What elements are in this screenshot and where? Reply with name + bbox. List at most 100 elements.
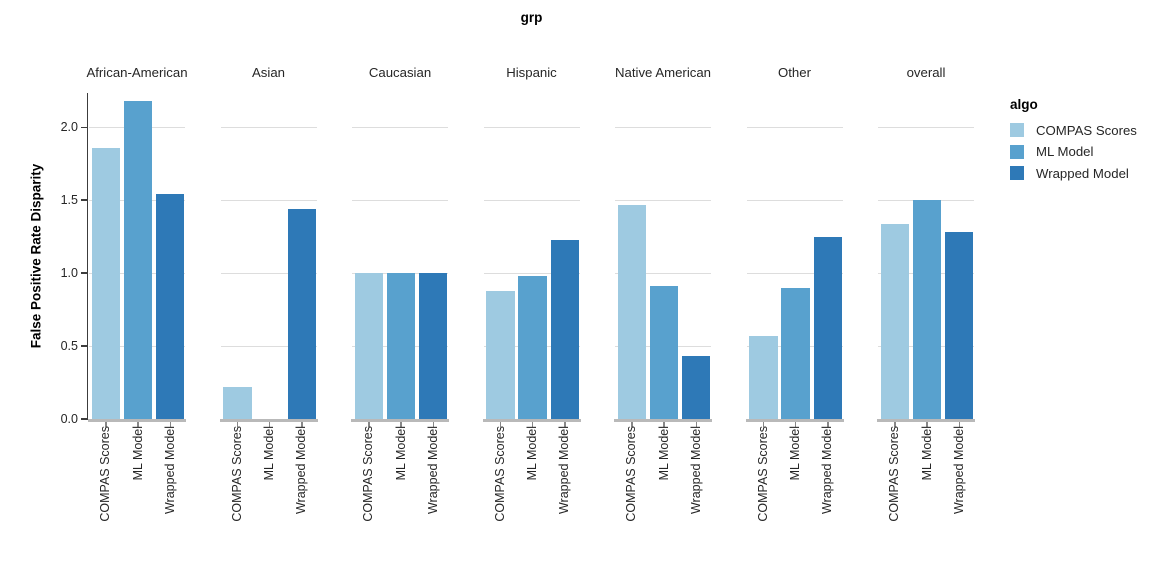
bar-compas-scores [354,273,384,419]
x-tick-label: ML Model [919,426,934,481]
facet-header: African-American [86,63,188,81]
x-tick-label: Wrapped Model [951,426,966,515]
x-tick-mark [663,421,665,427]
x-tick-mark [531,421,534,427]
legend-label: ML Model [1036,144,1094,159]
gridline [220,127,317,129]
y-tick-mark [81,126,87,129]
x-tick-label: Wrapped Model [294,426,309,515]
x-tick-mark [631,421,633,427]
gridline [483,273,580,275]
bar-ml-model [912,200,942,419]
x-tick-label: ML Model [262,426,277,481]
x-tick-label: Wrapped Model [820,426,835,515]
legend-item: Wrapped Model [1010,166,1137,181]
legend-item: COMPAS Scores [1010,122,1137,138]
gridline [352,127,448,129]
y-tick-label: 0.0 [60,411,78,426]
x-tick-mark [105,421,107,427]
y-tick-label: 1.5 [60,192,78,207]
facet-header-label: Asian [252,64,285,80]
x-axis-domain-line [614,419,712,422]
legend-item: ML Model [1010,144,1137,159]
x-axis-domain-line [877,419,975,422]
facet-panel: COMPAS Scores ML Model Wrapped Model [351,93,449,522]
x-tick-label: Wrapped Model [162,426,177,515]
facet-panel: COMPAS Scores ML Model Wrapped Model [88,93,186,522]
x-tick-label: ML Model [130,426,145,481]
bar-wrapped-model [550,239,579,419]
x-tick-label: COMPAS Scores [98,426,113,522]
bar-wrapped-model [419,273,448,419]
bar-wrapped-model [813,236,842,419]
facet-header: Caucasian [352,63,448,81]
bar-compas-scores [223,386,252,419]
x-axis-domain-line [219,419,318,422]
bar-ml-model [518,276,547,419]
x-tick-label: Wrapped Model [688,426,703,515]
bar-compas-scores [486,290,515,419]
x-tick-label: COMPAS Scores [624,426,639,522]
x-tick-label: Wrapped Model [425,426,440,515]
x-tick-mark [236,421,239,427]
facet-header: overall [878,63,974,81]
gridline [220,200,317,202]
bar-ml-model [386,273,416,419]
y-tick-label: 0.5 [60,338,78,353]
bar-ml-model [781,287,810,419]
x-tick-mark [432,421,435,427]
y-tick-label: 2.0 [60,119,78,134]
x-tick-mark [268,421,271,427]
x-axis-domain-line [88,419,186,422]
facet-panel: COMPAS Scores ML Model Wrapped Model [219,93,318,522]
gridline [615,127,711,129]
bar-ml-model [649,286,679,419]
gridline [483,127,580,129]
facet-header-label: African-American [86,64,188,80]
y-tick-mark [81,418,87,420]
x-tick-mark [958,421,961,427]
x-tick-mark [894,421,896,427]
bar-compas-scores [749,335,778,419]
gridline [615,273,711,275]
legend-swatch [1010,123,1024,137]
x-tick-mark [762,421,765,427]
facet-header: Asian [221,63,317,81]
bar-compas-scores [617,204,647,419]
x-axis-domain-line [745,419,844,422]
gridline [746,273,843,275]
facet-panel: COMPAS Scores ML Model Wrapped Model [482,93,581,522]
x-tick-label: COMPAS Scores [492,426,507,522]
facet-panel: COMPAS Scores ML Model Wrapped Model [877,93,975,522]
x-tick-label: ML Model [393,426,408,481]
facet-header-label: Hispanic [506,64,557,80]
x-tick-label: ML Model [525,426,540,481]
facet-header-label: Native American [615,64,712,80]
bar-wrapped-model [287,208,316,419]
gridline [220,273,317,275]
facet-header-label: Caucasian [368,64,432,80]
x-tick-mark [301,421,303,427]
x-tick-label: ML Model [656,426,671,481]
facet-header: Hispanic [484,63,580,81]
y-axis-domain-line [86,93,88,420]
facet-panel: COMPAS Scores ML Model Wrapped Model [614,93,712,522]
x-tick-mark [695,421,698,427]
legend-label: COMPAS Scores [1036,122,1137,138]
y-tick-mark [81,345,87,347]
gridline [615,200,711,202]
gridline [352,200,448,202]
legend-items: COMPAS Scores ML Model Wrapped Model [1010,122,1137,181]
x-axis-domain-line [482,419,581,422]
bar-wrapped-model [682,356,711,419]
facet-header: Native American [615,63,711,81]
x-tick-mark [499,421,502,427]
x-tick-mark [169,421,172,427]
x-tick-mark [137,421,139,427]
y-tick-mark [81,199,87,201]
legend-title: algo [1010,97,1038,112]
legend: algo COMPAS Scores ML Model Wrapped Model [1010,97,1137,188]
gridline [746,127,843,129]
y-axis-title: False Positive Rate Disparity [28,163,44,349]
